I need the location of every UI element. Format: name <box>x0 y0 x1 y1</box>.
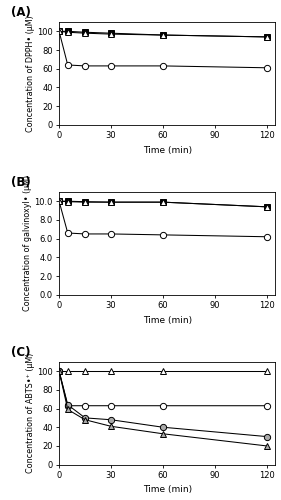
Y-axis label: Concentration of ABTS•⁺ (μM): Concentration of ABTS•⁺ (μM) <box>26 353 35 474</box>
Text: (A): (A) <box>12 6 31 19</box>
X-axis label: Time (min): Time (min) <box>143 146 192 154</box>
Y-axis label: Concentration of DPPH• (μM): Concentration of DPPH• (μM) <box>26 15 35 132</box>
X-axis label: Time (min): Time (min) <box>143 316 192 324</box>
Text: (B): (B) <box>12 176 31 189</box>
Text: (C): (C) <box>12 346 31 358</box>
X-axis label: Time (min): Time (min) <box>143 486 192 494</box>
Y-axis label: Concentration of galvinoxyl• (μM): Concentration of galvinoxyl• (μM) <box>23 175 32 312</box>
